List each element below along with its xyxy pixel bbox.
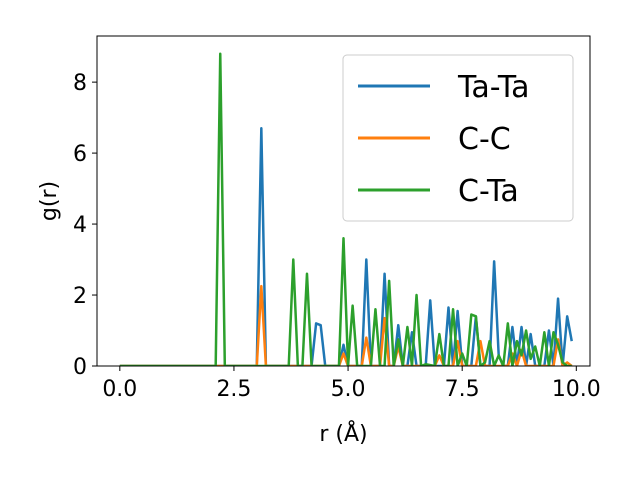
plot-frame xyxy=(96,35,591,367)
y-tick-label: 4 xyxy=(73,213,87,238)
y-tick-label: 6 xyxy=(73,142,87,167)
x-tick-label: 7.5 xyxy=(445,377,480,402)
x-tick-label: 10.0 xyxy=(552,377,601,402)
series-layer xyxy=(119,52,573,366)
legend-label-c-ta: C-Ta xyxy=(458,174,519,209)
series-line-c-ta xyxy=(119,52,572,366)
y-axis-label: g(r) xyxy=(37,181,62,221)
x-axis-label: r (Å) xyxy=(319,420,367,447)
x-tick-label: 0.0 xyxy=(102,377,137,402)
legend-label-ta-ta: Ta-Ta xyxy=(457,70,530,105)
ticks-layer: 0.0 2.5 5.0 7.5 10.0 0 2 4 6 8 xyxy=(73,71,601,402)
y-tick-label: 0 xyxy=(73,355,87,380)
y-tick-label: 8 xyxy=(73,71,87,96)
legend-label-c-c: C-C xyxy=(458,122,511,157)
legend-box xyxy=(342,54,574,222)
y-tick-label: 2 xyxy=(73,284,87,309)
x-tick-label: 5.0 xyxy=(331,377,366,402)
legend-entries: Ta-Ta C-C C-Ta xyxy=(358,70,530,209)
series-line-ta-ta xyxy=(119,127,573,366)
x-tick-label: 2.5 xyxy=(216,377,251,402)
legend: Ta-Ta C-C C-Ta xyxy=(342,54,574,222)
